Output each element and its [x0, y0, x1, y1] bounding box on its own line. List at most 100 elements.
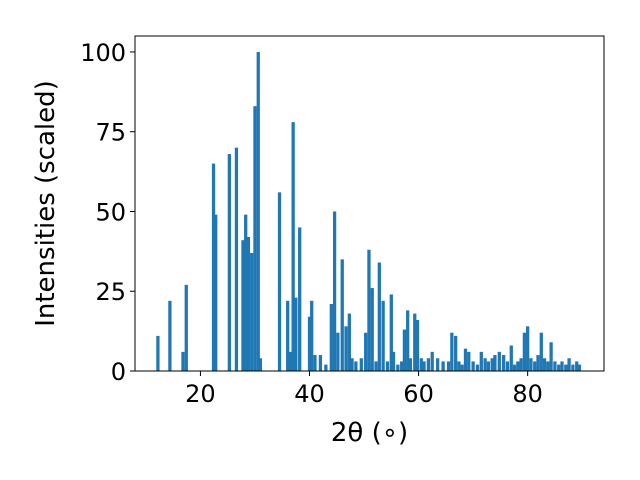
x-tick-label: 20	[185, 380, 216, 408]
bar	[227, 154, 231, 371]
bar	[512, 364, 517, 371]
bar	[497, 351, 501, 371]
bar	[396, 364, 400, 371]
bar	[370, 288, 374, 371]
bar	[479, 351, 483, 371]
bar	[415, 319, 420, 371]
bar	[313, 355, 317, 371]
bar	[519, 358, 523, 371]
bar	[364, 332, 368, 371]
bar	[560, 361, 564, 371]
bar	[463, 348, 468, 371]
bar	[294, 297, 298, 371]
bar	[546, 361, 550, 371]
bar	[529, 358, 533, 371]
bar	[391, 351, 396, 371]
y-tick-label: 25	[95, 278, 126, 306]
bar	[457, 361, 461, 371]
bar	[244, 214, 248, 371]
bar	[389, 294, 393, 371]
bar	[214, 214, 218, 371]
bar	[564, 364, 568, 371]
bar	[156, 335, 160, 371]
bar	[430, 351, 434, 371]
bar	[516, 361, 520, 371]
y-axis-label: Intensities (scaled)	[31, 80, 61, 327]
x-tick-label: 40	[294, 380, 325, 408]
bar	[288, 351, 293, 371]
bar	[329, 304, 333, 371]
bar	[526, 326, 530, 371]
bar	[441, 361, 445, 371]
bar	[557, 364, 561, 371]
bar	[486, 361, 491, 371]
bar	[374, 361, 378, 371]
bar	[340, 259, 344, 371]
bar	[258, 358, 263, 371]
bar	[367, 249, 371, 371]
bar	[475, 364, 480, 371]
bar	[471, 361, 475, 371]
bar	[436, 358, 440, 371]
bar	[310, 300, 314, 371]
bar	[502, 355, 506, 371]
bar	[509, 345, 513, 371]
bar	[168, 300, 172, 371]
bar	[381, 300, 385, 371]
bar	[408, 358, 413, 371]
bar	[533, 361, 537, 371]
x-axis-label: 2θ (∘)	[331, 418, 408, 448]
bar	[571, 364, 575, 371]
bar	[542, 358, 547, 371]
bar	[354, 361, 358, 371]
bar	[413, 313, 417, 371]
bar	[336, 332, 340, 371]
bar	[426, 358, 431, 371]
bar	[332, 211, 337, 371]
bar	[277, 192, 282, 371]
y-axis-ticks: 0 25 50 75 100	[80, 39, 135, 386]
bar	[522, 332, 527, 371]
bar	[536, 355, 540, 371]
bar	[422, 361, 426, 371]
bar	[181, 351, 185, 371]
bar	[406, 310, 410, 371]
bar	[577, 364, 582, 371]
bar	[211, 163, 216, 371]
bar	[539, 332, 543, 371]
bar	[246, 237, 251, 371]
bar	[241, 240, 245, 371]
bar	[553, 361, 557, 371]
bar	[298, 227, 302, 371]
bar	[460, 364, 464, 371]
plot-frame	[134, 35, 605, 372]
y-tick-label: 75	[95, 119, 126, 147]
bar	[344, 326, 348, 371]
bar	[454, 335, 458, 371]
bar	[467, 351, 471, 371]
bar	[359, 358, 363, 371]
bar	[575, 361, 579, 371]
plot-area	[134, 35, 605, 372]
bar	[493, 355, 497, 371]
x-tick-label: 60	[403, 380, 434, 408]
bar	[234, 147, 239, 371]
y-tick-label: 50	[95, 198, 126, 226]
bar	[318, 355, 323, 371]
y-tick-label: 100	[80, 39, 126, 67]
bar	[450, 332, 454, 371]
bar	[377, 262, 381, 371]
x-axis-ticks: 20 40 60 80	[185, 371, 543, 408]
bar	[307, 316, 312, 371]
y-tick-label: 0	[111, 358, 126, 386]
bar	[291, 122, 295, 371]
bar	[347, 313, 351, 371]
bar	[402, 329, 407, 371]
bar	[505, 361, 510, 371]
bar	[350, 358, 354, 371]
bar	[286, 300, 290, 371]
bar	[324, 364, 328, 371]
bar	[483, 358, 487, 371]
bar	[250, 252, 254, 371]
